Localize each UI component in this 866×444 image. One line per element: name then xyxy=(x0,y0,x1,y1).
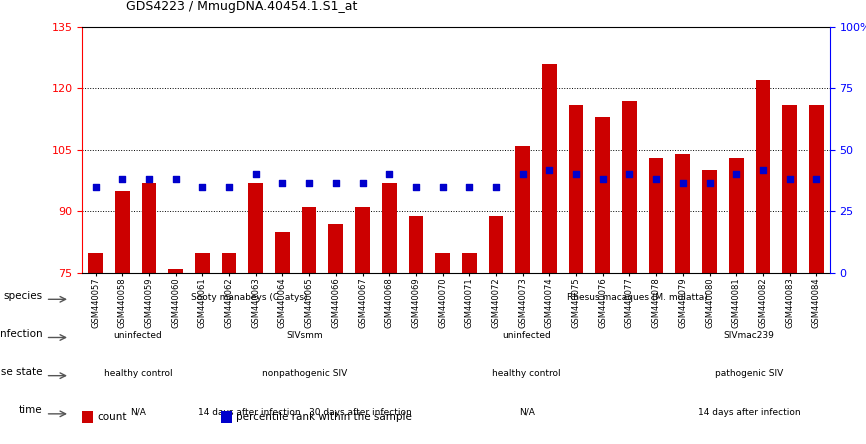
Bar xyxy=(249,183,263,273)
Bar xyxy=(328,224,343,273)
Text: infection: infection xyxy=(0,329,42,339)
Point xyxy=(223,183,236,190)
Point xyxy=(516,171,530,178)
Point xyxy=(810,175,824,182)
Point xyxy=(169,175,183,182)
Point xyxy=(596,175,610,182)
Bar xyxy=(702,170,717,273)
Text: percentile rank within the sample: percentile rank within the sample xyxy=(236,412,412,422)
Point xyxy=(756,167,770,174)
Text: N/A: N/A xyxy=(519,408,534,416)
Text: N/A: N/A xyxy=(130,408,145,416)
Bar xyxy=(168,269,183,273)
Bar xyxy=(355,207,370,273)
Point xyxy=(489,183,503,190)
Point xyxy=(462,183,476,190)
Text: species: species xyxy=(3,291,42,301)
Text: healthy control: healthy control xyxy=(104,369,172,378)
Bar xyxy=(515,146,530,273)
Bar xyxy=(195,253,210,273)
Bar xyxy=(302,207,316,273)
Point xyxy=(702,179,716,186)
Text: disease state: disease state xyxy=(0,367,42,377)
Point xyxy=(88,183,102,190)
Bar xyxy=(542,63,557,273)
Point xyxy=(542,167,556,174)
Text: count: count xyxy=(97,412,127,422)
Text: uninfected: uninfected xyxy=(113,331,162,340)
Bar xyxy=(275,232,290,273)
Point xyxy=(623,171,637,178)
Bar xyxy=(755,80,770,273)
Bar xyxy=(142,183,157,273)
Text: GDS4223 / MmugDNA.40454.1.S1_at: GDS4223 / MmugDNA.40454.1.S1_at xyxy=(126,0,357,13)
Bar xyxy=(222,253,236,273)
Point xyxy=(675,179,689,186)
Text: 14 days after infection: 14 days after infection xyxy=(697,408,800,416)
Bar xyxy=(596,117,610,273)
Bar xyxy=(82,411,94,423)
Point xyxy=(436,183,449,190)
Text: Sooty manabeys (C. atys): Sooty manabeys (C. atys) xyxy=(191,293,307,302)
Point xyxy=(142,175,156,182)
Point xyxy=(196,183,210,190)
Text: SIVmac239: SIVmac239 xyxy=(723,331,774,340)
Text: 30 days after infection: 30 days after infection xyxy=(308,408,411,416)
Point xyxy=(356,179,370,186)
Text: uninfected: uninfected xyxy=(502,331,551,340)
Point xyxy=(650,175,663,182)
Text: Rhesus macaques (M. mulatta): Rhesus macaques (M. mulatta) xyxy=(567,293,708,302)
Point xyxy=(275,179,289,186)
Bar xyxy=(809,105,824,273)
Bar xyxy=(462,253,476,273)
Bar xyxy=(221,411,232,423)
Bar xyxy=(729,158,744,273)
Point xyxy=(302,179,316,186)
Point xyxy=(382,171,396,178)
Text: nonpathogenic SIV: nonpathogenic SIV xyxy=(262,369,347,378)
Bar xyxy=(88,253,103,273)
Bar xyxy=(675,154,690,273)
Text: 14 days after infection: 14 days after infection xyxy=(197,408,301,416)
Bar xyxy=(782,105,797,273)
Text: SIVsmm: SIVsmm xyxy=(286,331,323,340)
Bar xyxy=(115,191,130,273)
Point xyxy=(329,179,343,186)
Bar xyxy=(436,253,450,273)
Point xyxy=(729,171,743,178)
Text: time: time xyxy=(19,405,42,415)
Point xyxy=(115,175,129,182)
Text: healthy control: healthy control xyxy=(493,369,561,378)
Bar xyxy=(382,183,397,273)
Point xyxy=(569,171,583,178)
Bar xyxy=(622,101,637,273)
Text: pathogenic SIV: pathogenic SIV xyxy=(714,369,783,378)
Point xyxy=(783,175,797,182)
Point xyxy=(249,171,262,178)
Bar xyxy=(409,216,423,273)
Point xyxy=(409,183,423,190)
Bar xyxy=(649,158,663,273)
Bar xyxy=(569,105,584,273)
Bar xyxy=(488,216,503,273)
